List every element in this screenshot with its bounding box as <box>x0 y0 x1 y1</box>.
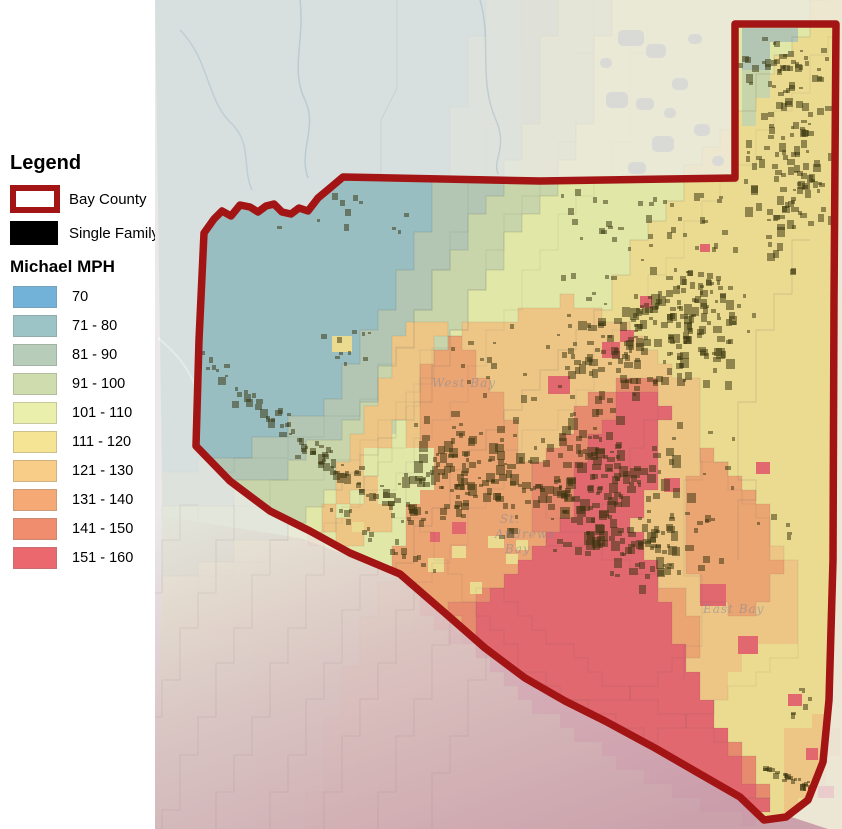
class-label: 151 - 160 <box>72 550 134 566</box>
legend-item-single-family: Single Family <box>10 221 159 245</box>
urban-area-patches <box>600 30 724 174</box>
class-label: 131 - 140 <box>72 492 134 508</box>
legend-class-row: 111 - 120 <box>10 431 155 453</box>
legend-class-row: 101 - 110 <box>10 402 155 424</box>
legend-class-row: 70 <box>10 286 155 308</box>
legend-class-row: 151 - 160 <box>10 547 155 569</box>
class-color-swatch <box>13 431 57 453</box>
class-label: 111 - 120 <box>72 434 132 450</box>
class-color-swatch <box>13 344 57 366</box>
county-boundary <box>192 20 840 824</box>
class-color-swatch <box>13 489 57 511</box>
legend-class-row: 71 - 80 <box>10 315 155 337</box>
legend-item-label: Bay County <box>69 190 147 208</box>
legend-ramp-title: Michael MPH <box>10 257 115 276</box>
water-label: Bay <box>504 542 531 556</box>
legend-panel: Legend Bay County Single Family Michael … <box>10 152 159 576</box>
bay-county-outline-swatch <box>10 185 60 213</box>
legend-item-label: Single Family <box>69 224 160 242</box>
class-color-swatch <box>13 460 57 482</box>
map-canvas[interactable]: West Bay St. Andrews Bay East Bay <box>155 0 842 829</box>
legend-title: Legend <box>10 152 82 174</box>
water-label: West Bay <box>432 376 496 390</box>
water-label: East Bay <box>702 602 764 616</box>
class-color-swatch <box>13 547 57 569</box>
water-label: St. <box>500 512 520 526</box>
class-label: 81 - 90 <box>72 347 118 363</box>
legend-class-row: 131 - 140 <box>10 489 155 511</box>
class-color-swatch <box>13 518 57 540</box>
class-label: 121 - 130 <box>72 463 134 479</box>
single-family-fill-swatch <box>10 221 58 245</box>
class-color-swatch <box>13 315 57 337</box>
class-label: 91 - 100 <box>72 376 126 392</box>
legend-item-bay-county: Bay County <box>10 185 155 213</box>
legend-class-row: 141 - 150 <box>10 518 155 540</box>
class-label: 101 - 110 <box>72 405 133 421</box>
class-label: 71 - 80 <box>72 318 118 334</box>
class-label: 141 - 150 <box>72 521 134 537</box>
water-label: Andrews <box>494 527 555 541</box>
class-color-swatch <box>13 373 57 395</box>
class-color-swatch <box>13 402 57 424</box>
legend-class-row: 91 - 100 <box>10 373 155 395</box>
single-family-layer <box>202 37 836 798</box>
class-color-swatch <box>13 286 57 308</box>
legend-class-row: 121 - 130 <box>10 460 155 482</box>
class-label: 70 <box>72 289 89 305</box>
legend-class-row: 81 - 90 <box>10 344 155 366</box>
